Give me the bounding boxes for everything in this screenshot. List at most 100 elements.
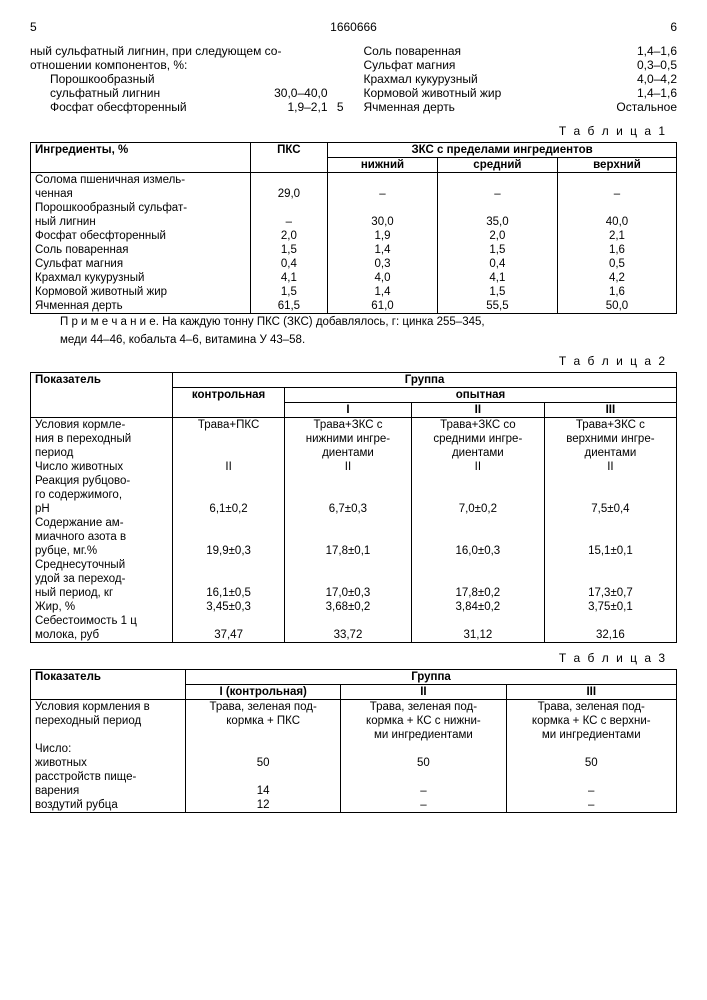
table-cell: удой за переход- — [31, 572, 173, 586]
table-cell — [328, 173, 438, 188]
table-cell: средними ингре- — [411, 432, 544, 446]
t1-sub: нижний — [328, 158, 438, 173]
table-cell — [411, 516, 544, 530]
table-cell: Трава+ЗКС со — [411, 418, 544, 433]
table-cell: Фосфат обесфторенный — [31, 229, 251, 243]
table-cell: диентами — [544, 446, 676, 460]
table-cell: 1,6 — [557, 243, 676, 257]
table-cell: 4,0 — [328, 271, 438, 285]
table-cell — [285, 572, 412, 586]
table-cell: 7,5±0,4 — [544, 502, 676, 516]
table-cell: 29,0 — [250, 187, 328, 201]
table-cell: 30,0 — [328, 215, 438, 229]
table2: Показатель Группа контрольная опытная I … — [30, 372, 677, 643]
table-cell: 17,8±0,1 — [285, 544, 412, 558]
table-cell — [411, 614, 544, 628]
table-cell: – — [506, 784, 676, 798]
table-cell: 40,0 — [557, 215, 676, 229]
intro-block: ный сульфатный лигнин, при следующем со-… — [30, 44, 677, 114]
table-cell: 1,4 — [328, 285, 438, 299]
t3-sub: I (контрольная) — [186, 685, 341, 700]
t2-subsub: II — [411, 403, 544, 418]
table-cell: – — [557, 187, 676, 201]
table-cell — [285, 474, 412, 488]
table-cell: Трава+ПКС — [173, 418, 285, 433]
table-cell: – — [437, 187, 557, 201]
table-cell: ный лигнин — [31, 215, 251, 229]
table-cell — [173, 488, 285, 502]
table-cell — [411, 558, 544, 572]
table-cell: 50 — [186, 756, 341, 770]
intro-line: отношении компонентов, %: — [30, 58, 344, 72]
table-cell: Число: — [31, 742, 186, 756]
t1-sub: верхний — [557, 158, 676, 173]
table-cell: Трава+ЗКС с — [544, 418, 676, 433]
table-cell: Среднесуточный — [31, 558, 173, 572]
table-cell: 1,6 — [557, 285, 676, 299]
t1-note: меди 44–46, кобальта 4–6, витамина У 43–… — [60, 334, 677, 346]
t1-h2: ПКС — [250, 143, 328, 173]
table-cell: молока, руб — [31, 628, 173, 643]
table-cell: II — [173, 460, 285, 474]
table-cell: го содержимого, — [31, 488, 173, 502]
table-cell: 3,84±0,2 — [411, 600, 544, 614]
kv-row: Порошкообразный — [50, 72, 328, 86]
kv-row: Фосфат обесфторенный1,9–2,1 — [50, 100, 328, 114]
line-num: 5 — [328, 100, 344, 114]
table-cell — [173, 446, 285, 460]
table-cell: кормка + ПКС — [186, 714, 341, 728]
table-cell: 32,16 — [544, 628, 676, 643]
t2-subsub: III — [544, 403, 676, 418]
table-cell — [544, 558, 676, 572]
table-cell: 16,1±0,5 — [173, 586, 285, 600]
table-cell: 50 — [341, 756, 506, 770]
table-cell — [173, 474, 285, 488]
table-cell: 17,3±0,7 — [544, 586, 676, 600]
table-cell — [341, 742, 506, 756]
table-cell: Сульфат магния — [31, 257, 251, 271]
t1-sub: средний — [437, 158, 557, 173]
table-cell: 1,9 — [328, 229, 438, 243]
table-cell: 33,72 — [285, 628, 412, 643]
table-cell: диентами — [411, 446, 544, 460]
table-cell: 2,0 — [250, 229, 328, 243]
t2-h1: Показатель — [31, 373, 173, 418]
table-cell — [173, 530, 285, 544]
table-cell — [285, 488, 412, 502]
kv-row: Кормовой животный жир1,4–1,6 — [364, 86, 678, 100]
table-cell: – — [328, 187, 438, 201]
table-cell — [328, 201, 438, 215]
table-cell: 12 — [186, 798, 341, 813]
table-cell: ченная — [31, 187, 251, 201]
table-cell — [186, 728, 341, 742]
table2-label: Т а б л и ц а 2 — [30, 354, 667, 368]
table-cell: диентами — [285, 446, 412, 460]
kv-row: Ячменная дертьОстальное — [364, 100, 678, 114]
t2-sub2: опытная — [285, 388, 677, 403]
table-cell — [437, 173, 557, 188]
table-cell: 4,1 — [250, 271, 328, 285]
table-cell — [173, 572, 285, 586]
table-cell: 0,3 — [328, 257, 438, 271]
table-cell: ми ингредиентами — [506, 728, 676, 742]
table-cell: Условия кормле- — [31, 418, 173, 433]
table-cell: pH — [31, 502, 173, 516]
table-cell: – — [341, 798, 506, 813]
t1-h3: ЗКС с пределами ингредиентов — [328, 143, 677, 158]
table-cell — [341, 770, 506, 784]
table-cell: 4,2 — [557, 271, 676, 285]
table1: Ингредиенты, % ПКС ЗКС с пределами ингре… — [30, 142, 677, 314]
kv-row: Крахмал кукурузный4,0–4,2 — [364, 72, 678, 86]
t3-sub: III — [506, 685, 676, 700]
table-cell: 17,0±0,3 — [285, 586, 412, 600]
page-num-right: 6 — [670, 20, 677, 34]
table-cell — [186, 742, 341, 756]
page-header: 5 1660666 6 — [30, 20, 677, 34]
table-cell: Трава, зеленая под- — [506, 700, 676, 715]
table-cell — [173, 516, 285, 530]
table-cell: нижними ингре- — [285, 432, 412, 446]
table-cell: 55,5 — [437, 299, 557, 314]
table-cell: 61,0 — [328, 299, 438, 314]
table-cell: Себестоимость 1 ц — [31, 614, 173, 628]
table-cell: 35,0 — [437, 215, 557, 229]
